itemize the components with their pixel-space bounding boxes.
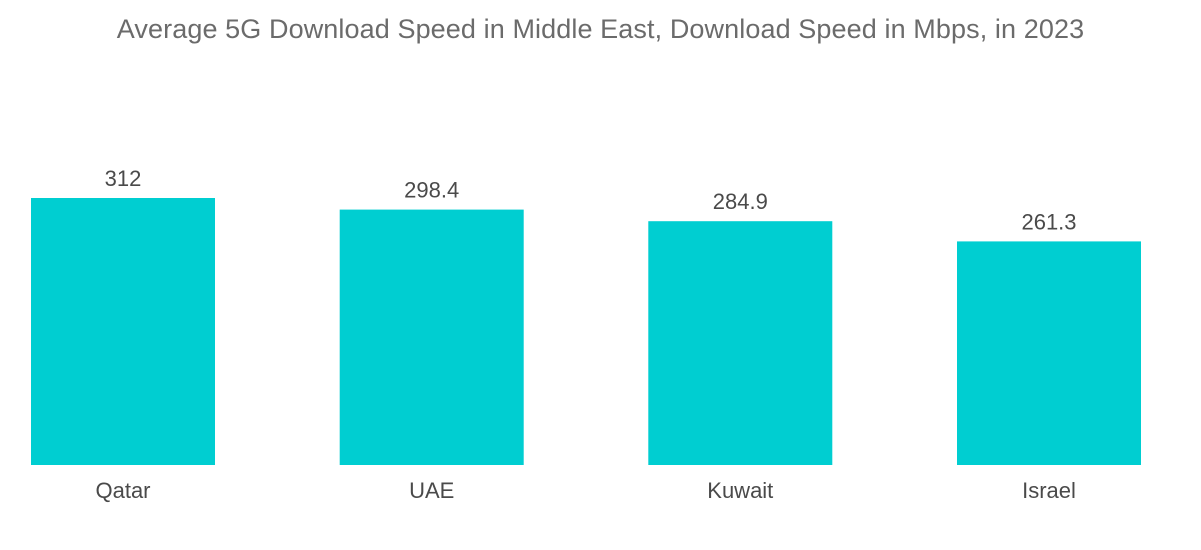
bar-israel <box>957 241 1141 465</box>
category-label-israel: Israel <box>1022 478 1076 503</box>
category-label-uae: UAE <box>409 478 454 503</box>
category-label-qatar: Qatar <box>95 478 150 503</box>
bar-uae <box>339 209 524 465</box>
value-label-israel: 261.3 <box>1021 209 1076 234</box>
bars-group <box>31 198 1141 465</box>
value-label-kuwait: 284.9 <box>713 189 768 214</box>
category-labels-group: Qatar UAE Kuwait Israel <box>95 478 1075 503</box>
value-label-qatar: 312 <box>105 166 142 191</box>
bar-qatar <box>31 198 215 465</box>
bar-kuwait <box>648 221 833 465</box>
chart-title: Average 5G Download Speed in Middle East… <box>116 14 1085 44</box>
category-label-kuwait: Kuwait <box>707 478 773 503</box>
value-labels-group: 312 298.4 284.9 261.3 <box>105 166 1077 234</box>
value-label-uae: 298.4 <box>404 178 459 203</box>
